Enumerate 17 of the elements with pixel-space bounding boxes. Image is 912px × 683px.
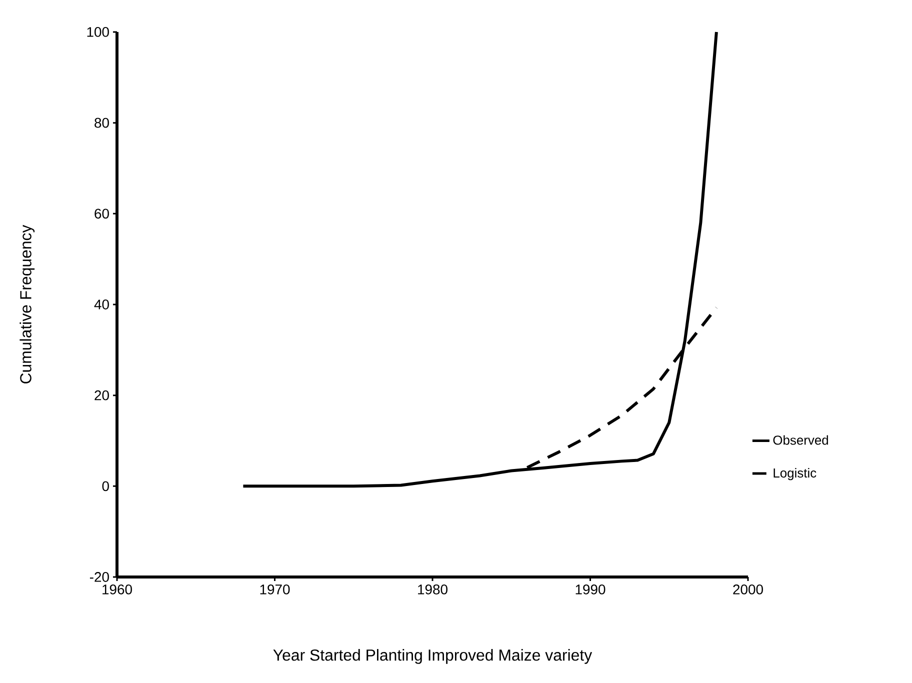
line-series xyxy=(242,30,718,488)
y-tick-label: 20 xyxy=(94,390,109,400)
y-tick-label: 100 xyxy=(87,27,109,37)
y-axis-title: Cumulative Frequency xyxy=(20,224,35,384)
y-tick-label: 60 xyxy=(94,208,109,219)
y-tick-label: -20 xyxy=(90,572,109,582)
y-tick-label: 0 xyxy=(102,481,109,492)
legend-label: Logistic xyxy=(774,468,816,480)
x-tick-label: 1960 xyxy=(102,584,132,594)
x-tick-label: 1990 xyxy=(576,584,606,594)
x-tick-label: 1970 xyxy=(260,584,290,594)
x-tick-label: 2000 xyxy=(733,584,763,594)
x-axis-title: Year Started Planting Improved Maize variety xyxy=(273,649,592,664)
x-tick-label: 1980 xyxy=(418,584,448,594)
y-tick-label: 40 xyxy=(94,300,109,310)
y-tick-label: 80 xyxy=(94,118,109,128)
legend-label: Observed xyxy=(773,435,828,445)
